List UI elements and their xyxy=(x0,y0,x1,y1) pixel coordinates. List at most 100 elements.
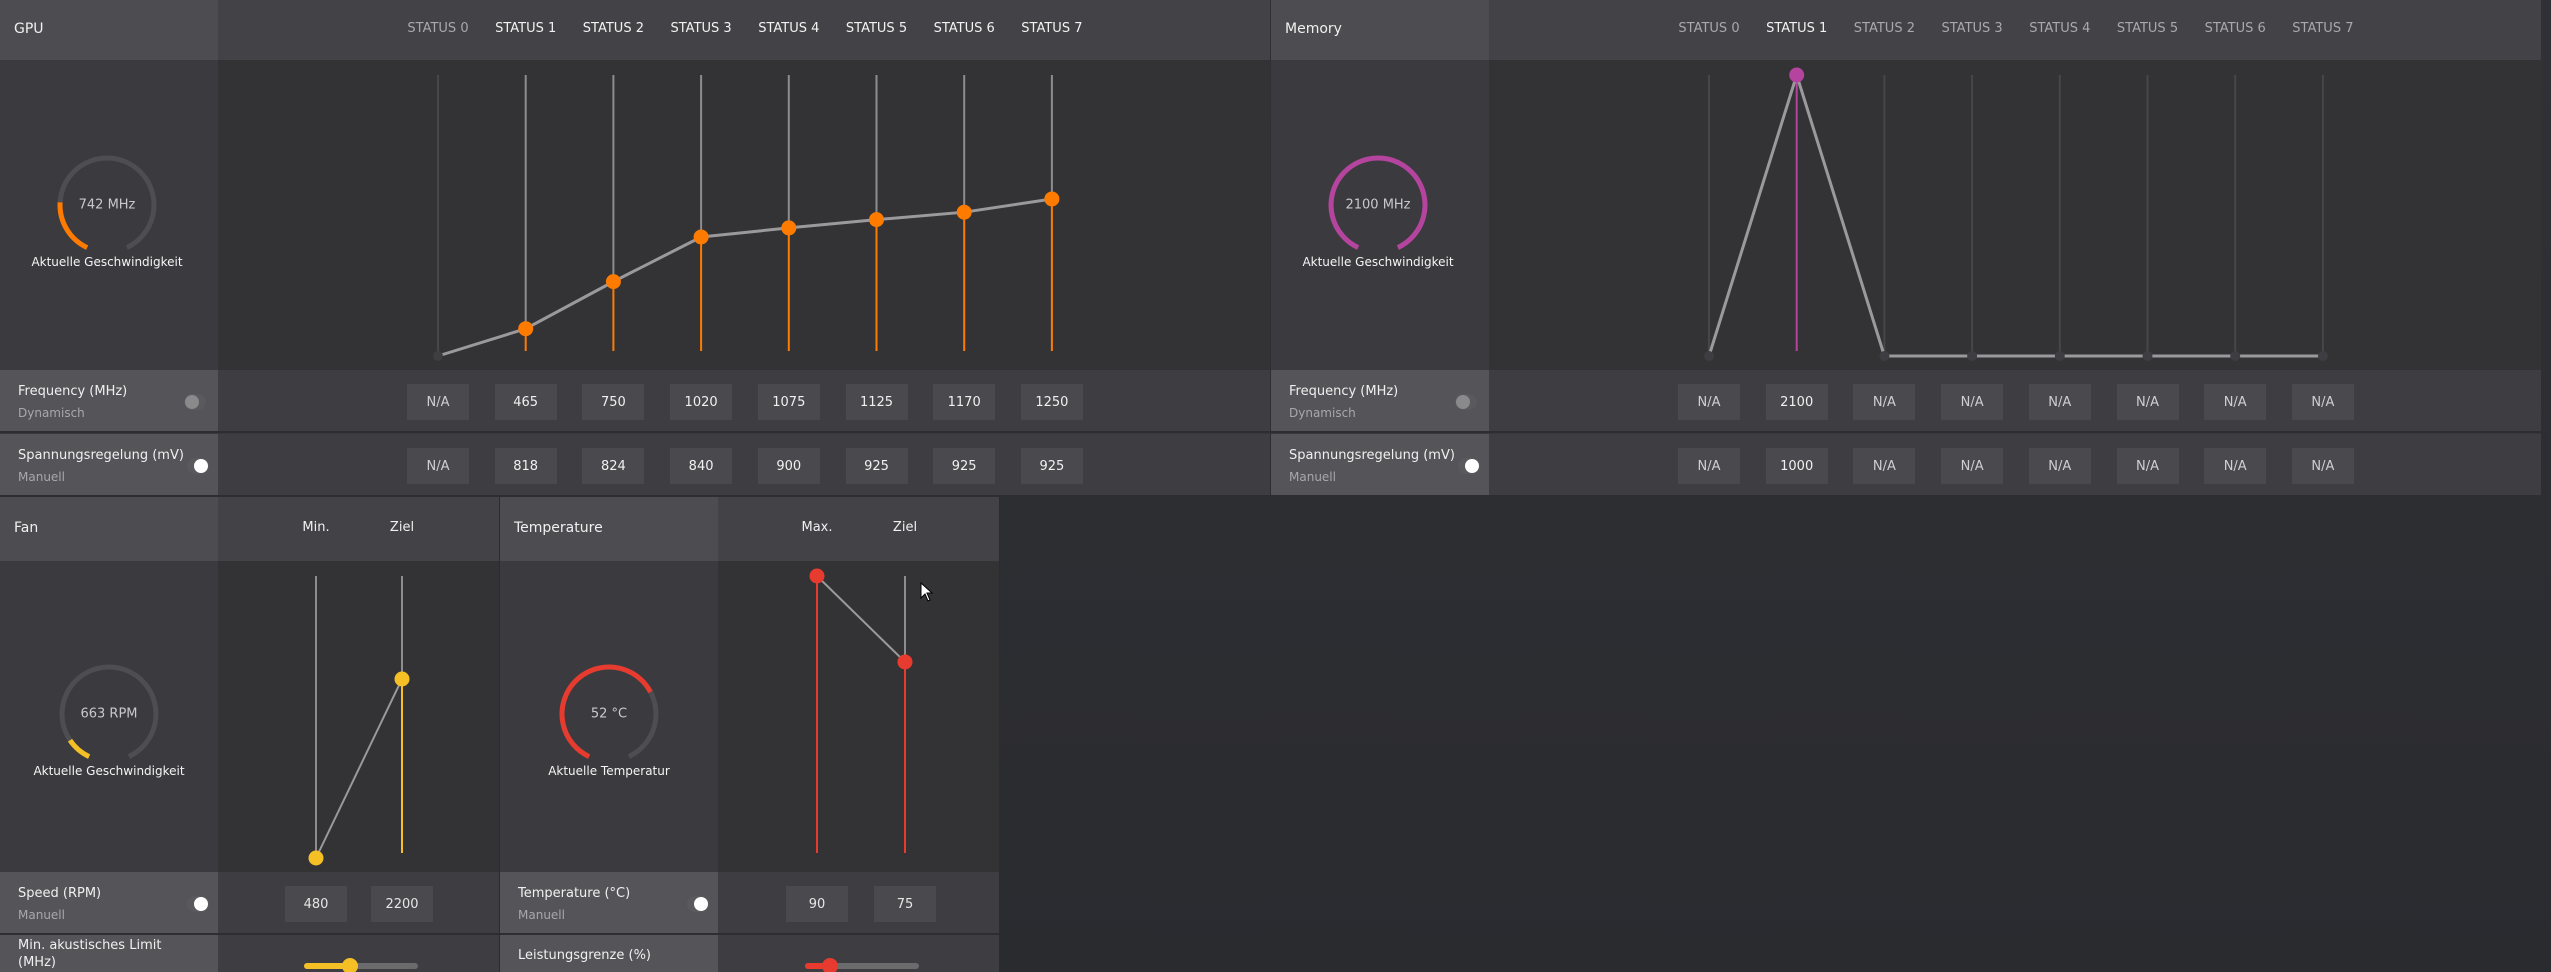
frequency-row-value-0[interactable]: N/A xyxy=(407,384,469,420)
frequency-row: Frequency (MHz) Dynamisch N/A 465 750 1020 107… xyxy=(0,370,1270,433)
voltage-row-value-1[interactable]: 1000 xyxy=(1765,448,1828,484)
gauge-dial xyxy=(57,155,157,250)
voltage-row-value-5[interactable]: N/A xyxy=(2116,448,2179,484)
frequency-row-value-5[interactable]: 1125 xyxy=(845,384,908,420)
voltage-row-value-7[interactable]: N/A xyxy=(2291,448,2354,484)
fan-slider[interactable] xyxy=(304,958,418,972)
frequency-row-mode: Dynamisch xyxy=(1289,406,1356,420)
temperature-value-0[interactable]: 90 xyxy=(786,886,848,922)
voltage-row-value-2[interactable]: 824 xyxy=(582,448,645,484)
frequency-row-value-1[interactable]: 2100 xyxy=(1765,384,1828,420)
frequency-row-toggle[interactable] xyxy=(1455,394,1477,410)
frequency-row-value-6[interactable]: 1170 xyxy=(933,384,996,420)
state-tab-4[interactable]: STATUS 4 xyxy=(758,21,820,36)
temperature-slider-label: Leistungsgrenze (%) xyxy=(518,948,651,963)
voltage-row-toggle[interactable] xyxy=(187,458,209,474)
state-tab-7[interactable]: STATUS 7 xyxy=(2292,21,2354,36)
state-tab-2[interactable]: STATUS 2 xyxy=(1853,21,1915,36)
memory-header: Memory STATUS 0 STATUS 1 STATUS 2 STATUS 3 ST… xyxy=(1271,0,2541,60)
state-tab-0[interactable]: STATUS 0 xyxy=(407,21,469,36)
state-point-5[interactable] xyxy=(869,212,884,228)
header-label-cell: Fan xyxy=(0,497,218,561)
temperature-slider[interactable] xyxy=(805,958,919,972)
gpu-header: GPU STATUS 0 STATUS 1 STATUS 2 STATUS 3 STATU… xyxy=(0,0,1270,60)
curve-point-1[interactable] xyxy=(897,654,913,670)
state-tab-3[interactable]: STATUS 3 xyxy=(1941,21,2003,36)
temperature-toggle[interactable] xyxy=(687,896,709,912)
voltage-row-value-6[interactable]: 925 xyxy=(933,448,996,484)
state-tab-5[interactable]: STATUS 5 xyxy=(2116,21,2179,36)
gauge-fill xyxy=(67,738,91,759)
voltage-row-value-3[interactable]: 840 xyxy=(670,448,733,484)
curve-point-1[interactable] xyxy=(394,671,410,687)
fan-title: Fan xyxy=(14,520,39,536)
state-tab-4[interactable]: STATUS 4 xyxy=(2029,21,2091,36)
state-point-4 xyxy=(2054,351,2065,361)
state-tab-7[interactable]: STATUS 7 xyxy=(1021,21,1083,36)
state-point-2[interactable] xyxy=(605,274,621,290)
frequency-row-value-4[interactable]: N/A xyxy=(2028,384,2091,420)
state-tab-0[interactable]: STATUS 0 xyxy=(1678,21,1740,36)
voltage-row-value-3[interactable]: N/A xyxy=(1941,448,2004,484)
frequency-row: Frequency (MHz) Dynamisch N/A 2100 N/A N/A N/A… xyxy=(1271,370,2541,433)
frequency-row-value-7[interactable]: 1250 xyxy=(1020,384,1083,420)
voltage-row-value-0[interactable]: N/A xyxy=(1678,448,1740,484)
temperature-value-row-mode: Manuell xyxy=(518,908,565,922)
mouse-cursor-icon xyxy=(920,582,934,602)
frequency-row-toggle[interactable] xyxy=(184,394,206,410)
state-point-1[interactable] xyxy=(1789,67,1805,83)
gpu-panel: GPU STATUS 0 STATUS 1 STATUS 2 STATUS 3 STATU… xyxy=(0,0,1270,497)
frequency-row-value-2[interactable]: 750 xyxy=(582,384,645,420)
memory-panel: Memory STATUS 0 STATUS 1 STATUS 2 STATUS 3 ST… xyxy=(1271,0,2541,497)
state-point-7[interactable] xyxy=(1044,191,1060,207)
state-tab-3[interactable]: STATUS 3 xyxy=(670,21,732,36)
slider-thumb[interactable] xyxy=(341,958,358,972)
frequency-row-value-5[interactable]: N/A xyxy=(2116,384,2179,420)
state-tab-2[interactable]: STATUS 2 xyxy=(582,21,644,36)
frequency-row-value-3[interactable]: 1020 xyxy=(670,384,733,420)
voltage-row-value-4[interactable]: 900 xyxy=(757,448,820,484)
gpu-state-chart xyxy=(433,75,1060,361)
curve-point-0[interactable] xyxy=(308,850,324,866)
frequency-row-value-4[interactable]: 1075 xyxy=(757,384,820,420)
fan-toggle[interactable] xyxy=(187,896,209,912)
state-tab-1[interactable]: STATUS 1 xyxy=(495,21,557,36)
header-label-cell: Memory xyxy=(1271,0,1489,60)
voltage-row-value-4[interactable]: N/A xyxy=(2028,448,2091,484)
state-tab-6[interactable]: STATUS 6 xyxy=(2204,21,2266,36)
frequency-row-value-7[interactable]: N/A xyxy=(2291,384,2354,420)
frequency-row-value-6[interactable]: N/A xyxy=(2204,384,2267,420)
frequency-row-value-0[interactable]: N/A xyxy=(1678,384,1740,420)
voltage-row-value-6[interactable]: N/A xyxy=(2204,448,2267,484)
temperature-value-1[interactable]: 75 xyxy=(874,886,936,922)
temperature-curve-chart xyxy=(809,568,913,853)
state-point-4[interactable] xyxy=(781,220,797,236)
frequency-row-value-3[interactable]: N/A xyxy=(1941,384,2004,420)
fan-value-row-mode: Manuell xyxy=(18,908,65,922)
gauge-value: 52 °C xyxy=(590,706,628,722)
curve-point-0[interactable] xyxy=(809,568,825,584)
voltage-row-value-0[interactable]: N/A xyxy=(407,448,469,484)
state-tab-5[interactable]: STATUS 5 xyxy=(845,21,908,36)
state-point-6[interactable] xyxy=(956,204,972,220)
voltage-row-toggle[interactable] xyxy=(1458,458,1480,474)
fan-value-1[interactable]: 2200 xyxy=(371,886,433,922)
state-tab-6[interactable]: STATUS 6 xyxy=(933,21,995,36)
voltage-row-value-5[interactable]: 925 xyxy=(845,448,908,484)
voltage-row-value-2[interactable]: N/A xyxy=(1853,448,1916,484)
fan-value-0[interactable]: 480 xyxy=(285,886,347,922)
slider-fill xyxy=(805,963,831,969)
voltage-row-value-7[interactable]: 925 xyxy=(1020,448,1083,484)
state-tab-1[interactable]: STATUS 1 xyxy=(1766,21,1828,36)
temperature-value-row-label: Temperature (°C) xyxy=(518,886,631,901)
frequency-row-value-1[interactable]: 465 xyxy=(494,384,557,420)
column-header-1: Ziel xyxy=(389,520,415,535)
state-point-1[interactable] xyxy=(518,321,534,337)
state-point-3[interactable] xyxy=(693,229,709,245)
slider-thumb[interactable] xyxy=(822,958,839,972)
slider-label-cell: Leistungsgrenze (%) xyxy=(500,935,718,972)
voltage-row-label: Spannungsregelung (mV) xyxy=(1289,448,1455,463)
voltage-row-value-1[interactable]: 818 xyxy=(494,448,557,484)
frequency-curve xyxy=(1707,69,2323,358)
frequency-row-value-2[interactable]: N/A xyxy=(1853,384,1916,420)
